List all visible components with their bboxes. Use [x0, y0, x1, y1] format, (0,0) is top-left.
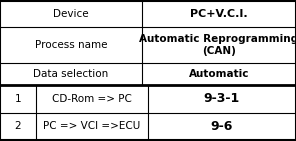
Text: 9-6: 9-6: [211, 120, 233, 133]
Bar: [36, 113, 148, 140]
Text: Automatic: Automatic: [189, 69, 249, 79]
Text: 9-3-1: 9-3-1: [204, 92, 240, 105]
Bar: [148, 85, 296, 113]
Text: PC => VCI =>ECU: PC => VCI =>ECU: [43, 121, 140, 131]
Bar: [0, 1, 142, 27]
Text: PC+V.C.I.: PC+V.C.I.: [190, 9, 248, 19]
Text: Process name: Process name: [35, 40, 107, 50]
Bar: [142, 27, 296, 62]
Text: CD-Rom => PC: CD-Rom => PC: [52, 94, 132, 104]
Bar: [0, 27, 142, 62]
Bar: [0, 62, 142, 85]
Text: Automatic Reprogramming
(CAN): Automatic Reprogramming (CAN): [139, 34, 296, 56]
Text: 1: 1: [15, 94, 21, 104]
Bar: [148, 113, 296, 140]
Text: 2: 2: [15, 121, 21, 131]
Bar: [0, 85, 36, 113]
Bar: [142, 62, 296, 85]
Text: Data selection: Data selection: [33, 69, 109, 79]
Bar: [142, 1, 296, 27]
Bar: [0, 113, 36, 140]
Bar: [36, 85, 148, 113]
Text: Device: Device: [53, 9, 89, 19]
